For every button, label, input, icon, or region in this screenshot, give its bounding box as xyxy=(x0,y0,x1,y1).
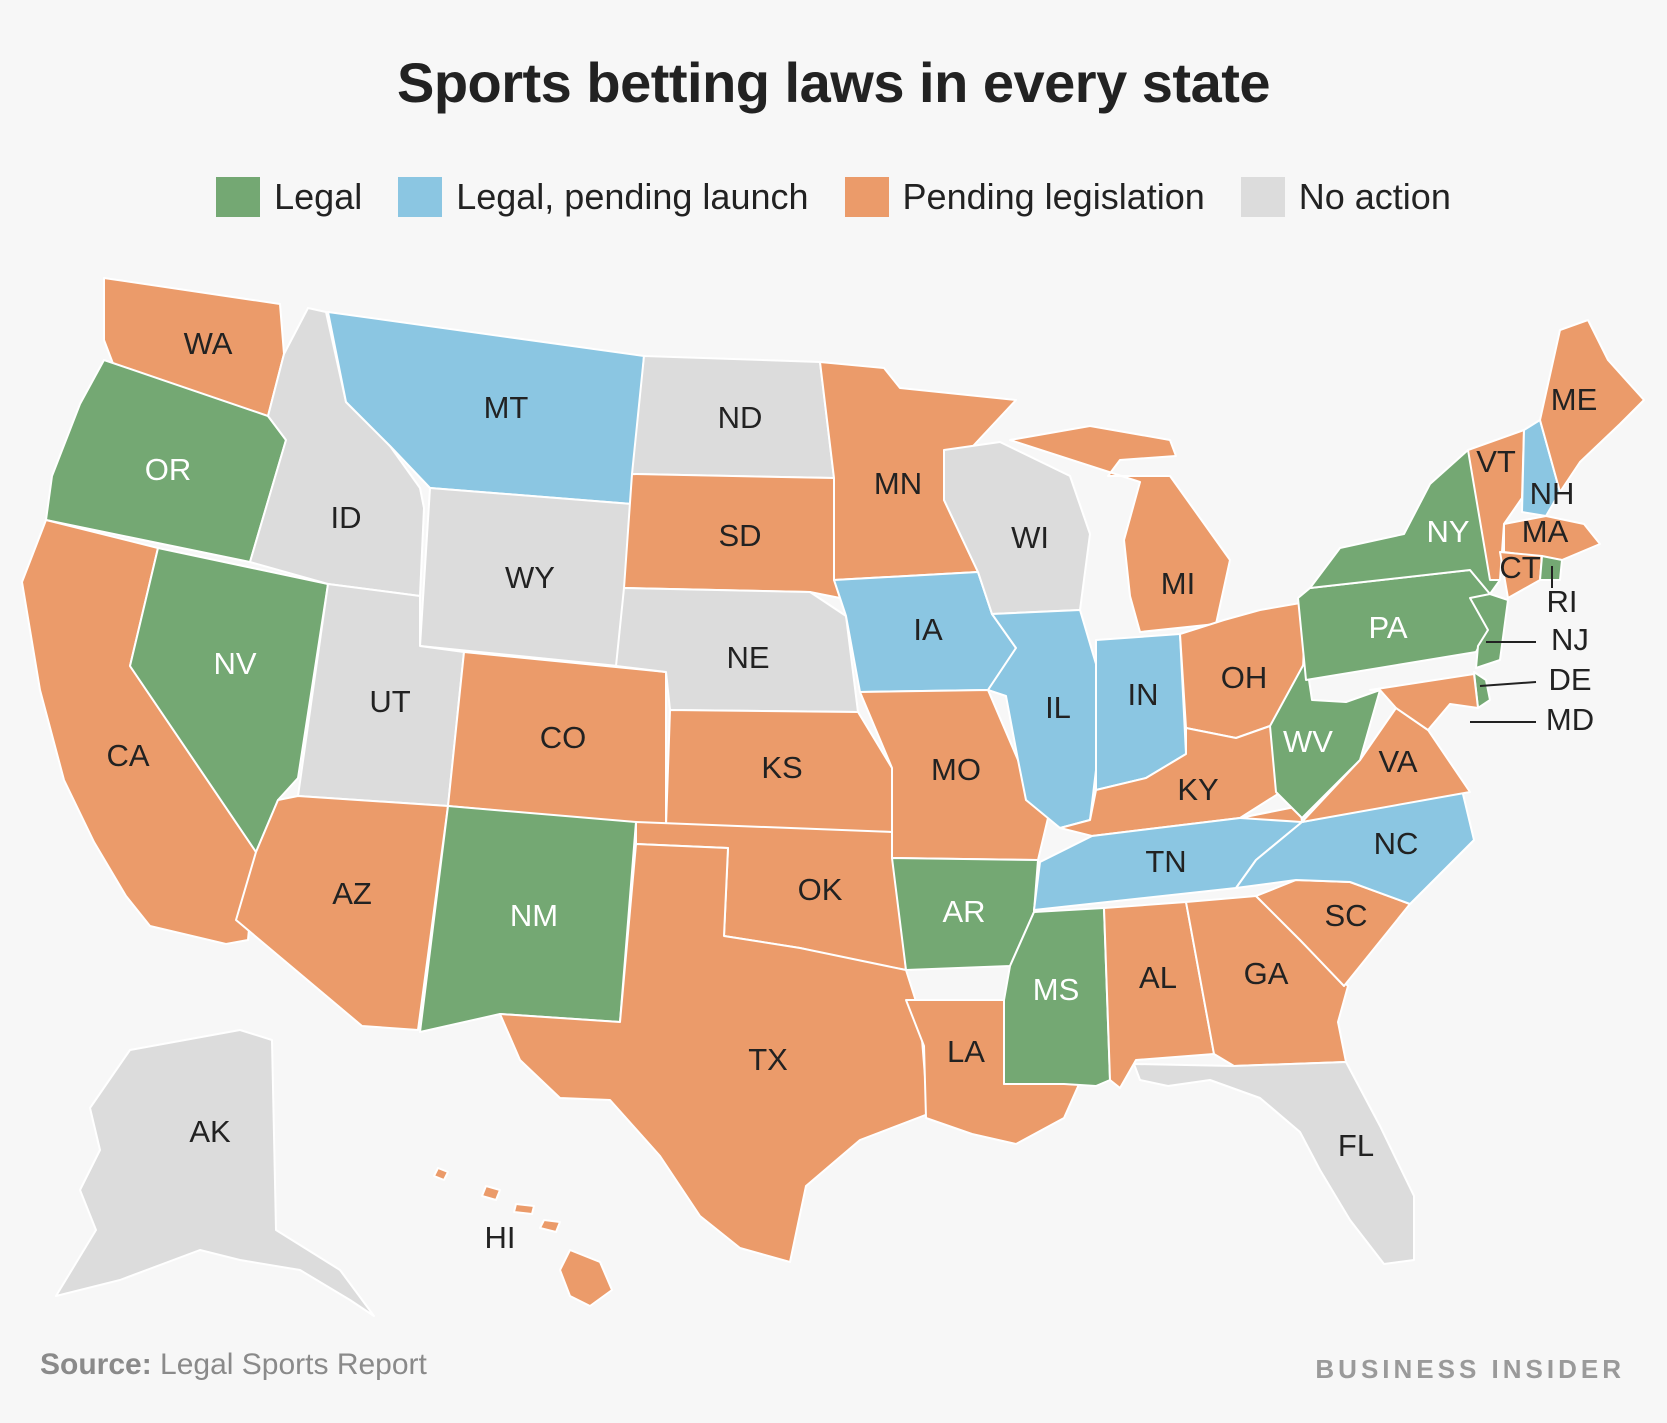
state-labels: WA OR CA NV ID MT WY UT AZ CO NM ND SD NE KS OK TX MN IA MO… xyxy=(106,326,1597,1255)
state-hi-island xyxy=(513,1203,535,1215)
legend-swatch-pending-launch xyxy=(398,177,443,217)
state-label-ok: OK xyxy=(798,872,843,907)
state-label-la: LA xyxy=(947,1034,985,1069)
state-label-wa: WA xyxy=(184,326,233,361)
state-label-ne: NE xyxy=(726,640,769,675)
legend-item-pending-legislation: Pending legislation xyxy=(844,176,1205,218)
state-label-fl: FL xyxy=(1338,1128,1374,1163)
state-label-al: AL xyxy=(1139,960,1177,995)
state-label-vt: VT xyxy=(1476,444,1516,479)
legend-label-pending-legislation: Pending legislation xyxy=(902,176,1205,217)
state-label-mt: MT xyxy=(484,390,529,425)
state-label-nd: ND xyxy=(718,400,763,435)
state-label-id: ID xyxy=(331,500,362,535)
state-label-nc: NC xyxy=(1374,826,1419,861)
legend-item-no-action: No action xyxy=(1240,176,1451,218)
state-mi xyxy=(1009,425,1231,633)
legend-swatch-pending-legislation xyxy=(844,177,889,217)
state-label-oh: OH xyxy=(1221,660,1268,695)
state-label-ms: MS xyxy=(1033,972,1080,1007)
state-tx xyxy=(499,843,929,1263)
source-note: Source: Legal Sports Report xyxy=(40,1348,427,1382)
state-nc xyxy=(1235,789,1475,905)
state-hi xyxy=(559,1249,613,1307)
state-label-sc: SC xyxy=(1324,898,1367,933)
state-label-az: AZ xyxy=(332,876,372,911)
legend-label-no-action: No action xyxy=(1298,176,1451,217)
state-label-sd: SD xyxy=(718,518,761,553)
legend-swatch-legal xyxy=(216,177,261,217)
legend: Legal Legal, pending launch Pending legi… xyxy=(0,176,1667,218)
state-label-me: ME xyxy=(1551,382,1598,417)
state-label-nv: NV xyxy=(213,646,256,681)
state-label-ri: RI xyxy=(1547,584,1578,619)
state-label-ky: KY xyxy=(1177,772,1218,807)
state-label-ga: GA xyxy=(1244,956,1289,991)
state-ms xyxy=(1003,907,1111,1087)
state-md xyxy=(1369,673,1479,731)
state-sd xyxy=(623,473,841,599)
state-label-hi: HI xyxy=(485,1220,516,1255)
state-label-ma: MA xyxy=(1522,514,1569,549)
state-label-md: MD xyxy=(1546,702,1594,737)
state-nj xyxy=(1469,593,1509,669)
state-label-nm: NM xyxy=(510,898,558,933)
state-ak xyxy=(55,1029,375,1317)
state-label-ks: KS xyxy=(761,750,802,785)
state-mo xyxy=(859,689,1049,861)
legend-item-pending-launch: Legal, pending launch xyxy=(398,176,809,218)
legend-label-legal: Legal xyxy=(274,176,363,217)
state-label-pa: PA xyxy=(1368,610,1407,645)
state-label-wy: WY xyxy=(505,560,555,595)
state-il xyxy=(987,609,1097,829)
state-hi-island xyxy=(433,1167,449,1181)
state-label-ny: NY xyxy=(1426,514,1469,549)
state-hi-island xyxy=(539,1219,561,1233)
map-title: Sports betting laws in every state xyxy=(396,51,1271,114)
states-layer xyxy=(21,277,1645,1317)
state-label-il: IL xyxy=(1045,690,1071,725)
state-label-va: VA xyxy=(1378,744,1417,779)
source-label: Source: xyxy=(40,1348,152,1381)
legend-item-legal: Legal xyxy=(216,176,362,218)
state-label-ut: UT xyxy=(369,684,410,719)
state-label-mi: MI xyxy=(1161,566,1195,601)
legend-label-pending-launch: Legal, pending launch xyxy=(456,176,809,217)
state-label-co: CO xyxy=(540,720,587,755)
legend-swatch-no-action xyxy=(1240,177,1285,217)
brand-logo: BUSINESS INSIDER xyxy=(1315,1354,1625,1384)
state-label-ct: CT xyxy=(1499,550,1540,585)
state-label-ar: AR xyxy=(942,894,985,929)
source-text: Legal Sports Report xyxy=(151,1348,427,1381)
state-label-wv: WV xyxy=(1283,724,1333,759)
state-label-mn: MN xyxy=(874,466,922,501)
leader-lines xyxy=(1470,566,1553,723)
state-label-nj: NJ xyxy=(1551,622,1589,657)
state-label-de: DE xyxy=(1548,662,1591,697)
leader-line-de xyxy=(1479,681,1537,687)
state-me xyxy=(1539,319,1645,493)
state-fl xyxy=(1133,1061,1415,1265)
state-label-in: IN xyxy=(1128,677,1159,712)
state-az xyxy=(235,795,449,1031)
state-label-ak: AK xyxy=(189,1114,231,1149)
state-nh xyxy=(1521,419,1561,517)
state-label-ca: CA xyxy=(106,738,149,773)
state-label-nh: NH xyxy=(1530,476,1575,511)
state-label-wi: WI xyxy=(1011,520,1049,555)
state-hi-island xyxy=(481,1185,501,1201)
state-label-tn: TN xyxy=(1145,844,1186,879)
state-label-tx: TX xyxy=(748,1042,788,1077)
state-label-mo: MO xyxy=(931,752,981,787)
state-label-or: OR xyxy=(145,452,192,487)
state-label-ia: IA xyxy=(913,612,943,647)
